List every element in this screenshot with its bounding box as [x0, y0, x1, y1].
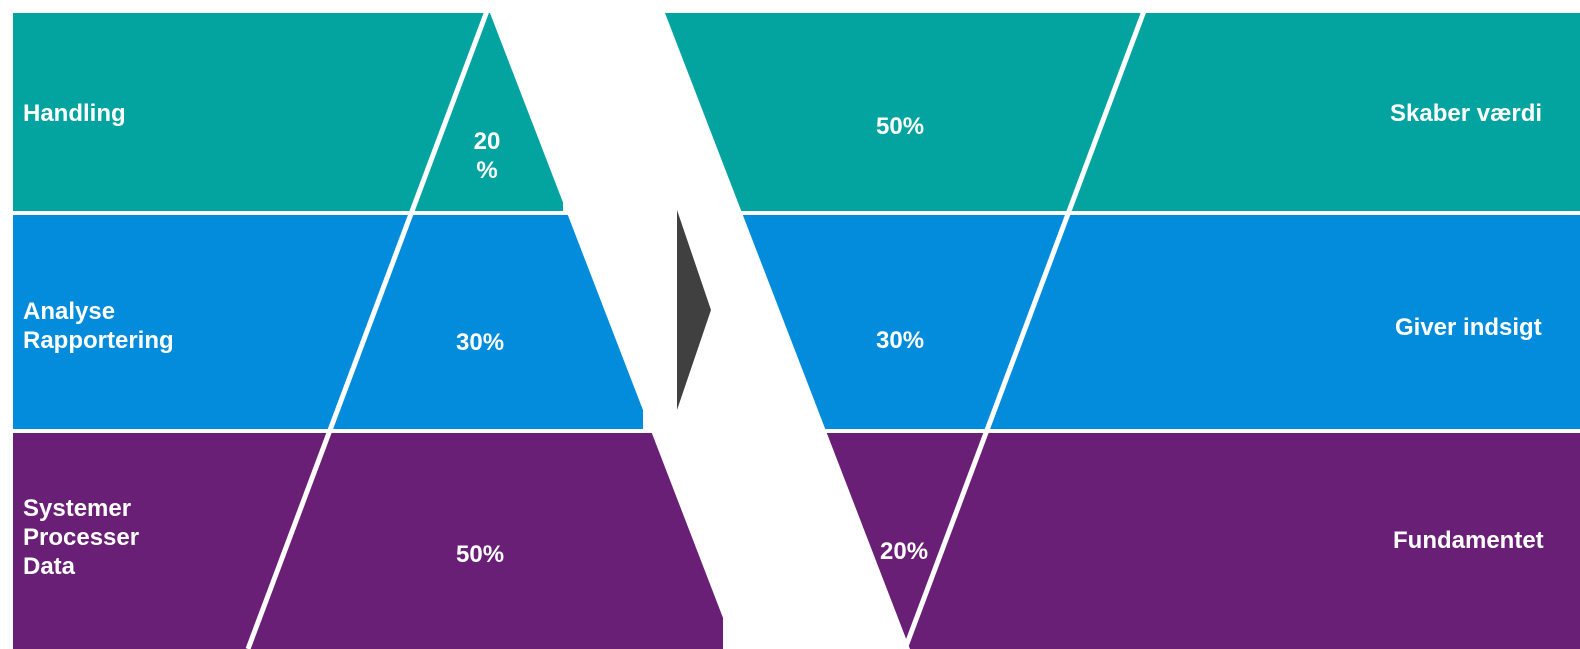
- label-line: Rapportering: [23, 327, 174, 354]
- chevron-right-arrow-icon: [677, 210, 711, 410]
- right-row-top-percent: 50%: [876, 112, 924, 141]
- description-line: Fundamentet: [1393, 527, 1544, 554]
- label-line: Systemer: [23, 495, 132, 522]
- percent-line: %: [476, 157, 498, 184]
- right-band-bottom: [822, 433, 1580, 649]
- label-line: Handling: [23, 100, 126, 127]
- left-row-top-percent: 20 %: [466, 127, 508, 185]
- left-pyramid-edge: [245, 10, 490, 649]
- left-row-bottom-percent: 50%: [456, 540, 504, 569]
- description-line: Skaber værdi: [1390, 100, 1543, 127]
- right-band-top: [665, 13, 1580, 211]
- left-band-middle: [13, 215, 643, 429]
- left-band-bottom: [13, 433, 723, 649]
- percent-line: 30%: [876, 327, 925, 354]
- percent-line: 50%: [456, 541, 505, 568]
- left-row-top-label: Handling: [23, 99, 126, 128]
- percent-line: 30%: [456, 329, 505, 356]
- right-pyramid-edge: [902, 10, 1147, 649]
- left-row-middle-percent: 30%: [456, 328, 504, 357]
- right-row-top-description: Skaber værdi: [1390, 99, 1542, 128]
- right-row-middle-percent: 30%: [876, 326, 924, 355]
- right-band-middle: [742, 215, 1580, 429]
- right-row-bottom-description: Fundamentet: [1393, 526, 1544, 555]
- percent-line: 20%: [880, 538, 929, 565]
- right-row-middle-description: Giver indsigt: [1395, 313, 1542, 342]
- right-row-bottom-percent: 20%: [880, 537, 928, 566]
- left-row-middle-label: Analyse Rapportering: [23, 297, 174, 355]
- label-line: Analyse: [23, 298, 116, 325]
- percent-line: 50%: [876, 113, 925, 140]
- left-row-bottom-label: Systemer Processer Data: [23, 494, 139, 581]
- percent-line: 20: [473, 128, 501, 155]
- label-line: Processer: [23, 524, 140, 551]
- label-line: Data: [23, 553, 76, 580]
- description-line: Giver indsigt: [1395, 314, 1542, 341]
